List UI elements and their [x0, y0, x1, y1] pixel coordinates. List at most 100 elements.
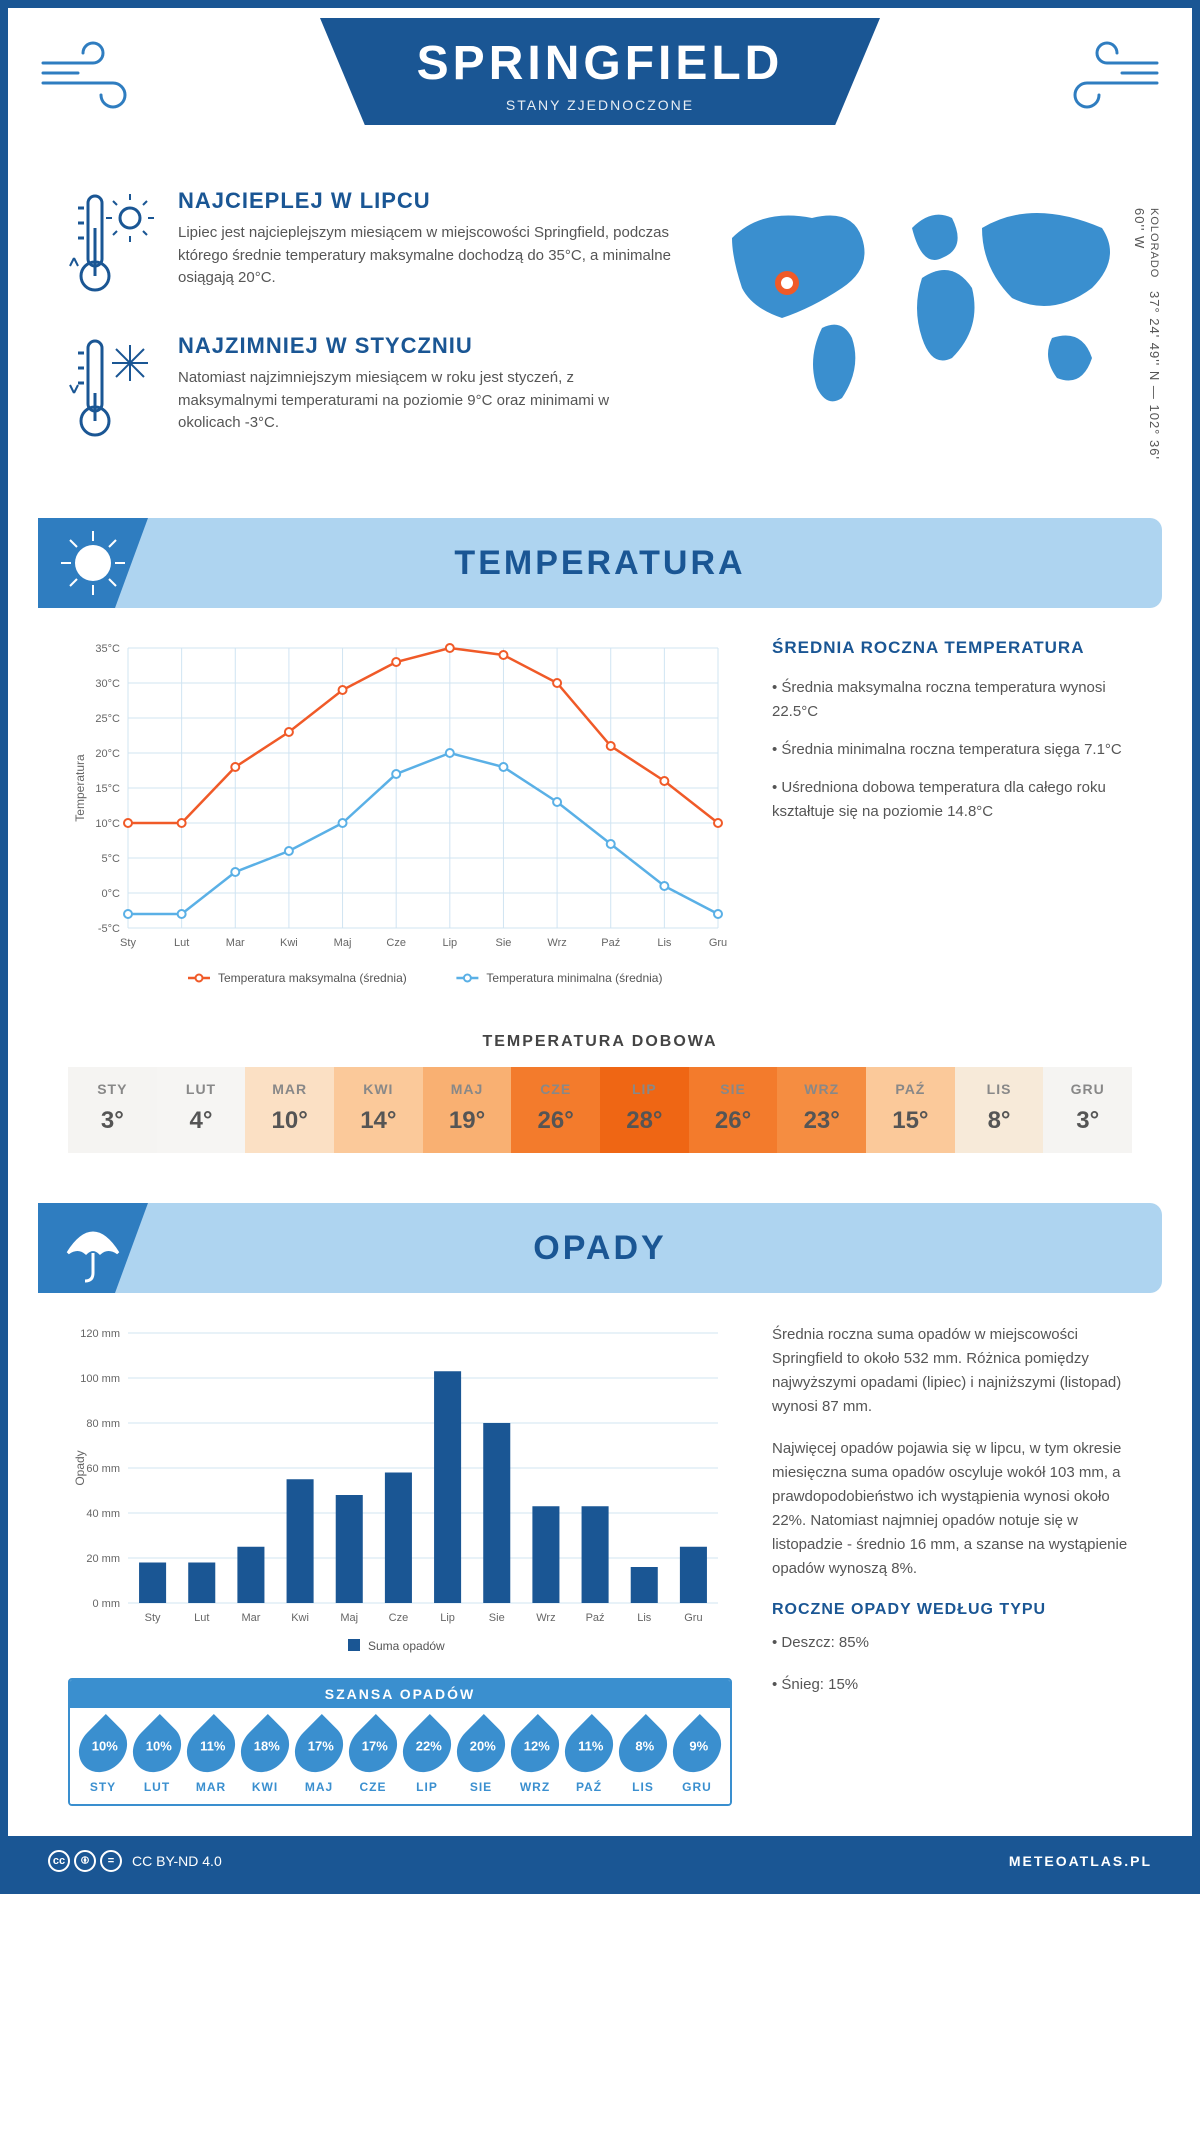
daily-temp-strip: STY3°LUT4°MAR10°KWI14°MAJ19°CZE26°LIP28°… — [68, 1067, 1132, 1153]
temp-value: 23° — [777, 1107, 866, 1135]
rain-chance-cell: 17%MAJ — [292, 1722, 346, 1794]
precip-text-2: Najwięcej opadów pojawia się w lipcu, w … — [772, 1437, 1132, 1581]
svg-text:120 mm: 120 mm — [80, 1328, 120, 1340]
svg-text:60 mm: 60 mm — [86, 1463, 120, 1475]
svg-text:Paź: Paź — [601, 937, 620, 949]
svg-text:Lut: Lut — [194, 1612, 209, 1624]
svg-text:Lis: Lis — [637, 1612, 652, 1624]
temperature-line-chart: -5°C0°C5°C10°C15°C20°C25°C30°C35°CStyLut… — [68, 638, 732, 1003]
svg-text:20 mm: 20 mm — [86, 1553, 120, 1565]
temperature-section-title: TEMPERATURA — [454, 544, 745, 583]
svg-text:Maj: Maj — [340, 1612, 358, 1624]
wind-icon — [1052, 38, 1162, 123]
raindrop-icon: 11% — [555, 1714, 623, 1782]
month-label: LUT — [157, 1081, 246, 1097]
temperature-banner: TEMPERATURA — [38, 518, 1162, 608]
svg-text:Cze: Cze — [389, 1612, 409, 1624]
svg-text:Temperatura minimalna (średnia: Temperatura minimalna (średnia) — [486, 971, 662, 985]
svg-text:Lut: Lut — [174, 937, 189, 949]
month-label: KWI — [238, 1780, 292, 1794]
rain-chance-cell: 18%KWI — [238, 1722, 292, 1794]
thermometer-sun-icon — [68, 188, 158, 303]
rain-chance-cell: 11%PAŹ — [562, 1722, 616, 1794]
precipitation-bar-chart: 0 mm20 mm40 mm60 mm80 mm100 mm120 mmOpad… — [68, 1323, 732, 1806]
temp-value: 26° — [511, 1107, 600, 1135]
daily-temp-cell: GRU3° — [1043, 1067, 1132, 1153]
month-label: MAR — [184, 1780, 238, 1794]
page-subtitle: STANY ZJEDNOCZONE — [320, 97, 880, 113]
daily-temp-cell: LUT 4° — [157, 1067, 246, 1153]
month-label: MAR — [245, 1081, 334, 1097]
svg-text:Gru: Gru — [684, 1612, 702, 1624]
svg-text:20°C: 20°C — [95, 748, 120, 760]
cc-icon: cc 🅯 = — [48, 1850, 122, 1872]
thermometer-snow-icon — [68, 333, 158, 448]
temp-value: 3° — [1043, 1107, 1132, 1135]
svg-text:Sty: Sty — [120, 937, 136, 949]
header: SPRINGFIELD STANY ZJEDNOCZONE — [8, 8, 1192, 168]
svg-text:Maj: Maj — [334, 937, 352, 949]
sun-icon — [38, 518, 148, 608]
temp-value: 8° — [955, 1107, 1044, 1135]
daily-temp-cell: LIS 8° — [955, 1067, 1044, 1153]
svg-text:10°C: 10°C — [95, 818, 120, 830]
svg-text:Kwi: Kwi — [291, 1612, 309, 1624]
raindrop-icon: 8% — [609, 1714, 677, 1782]
month-label: PAŹ — [562, 1780, 616, 1794]
annual-temp-bullet: • Średnia minimalna roczna temperatura s… — [772, 738, 1132, 762]
month-label: SIE — [689, 1081, 778, 1097]
hottest-block: NAJCIEPLEJ W LIPCU Lipiec jest najcieple… — [68, 188, 672, 303]
daily-temp-cell: CZE 26° — [511, 1067, 600, 1153]
annual-temp-bullet: • Średnia maksymalna roczna temperatura … — [772, 676, 1132, 724]
month-label: LIP — [400, 1780, 454, 1794]
month-label: STY — [68, 1081, 157, 1097]
month-label: STY — [76, 1780, 130, 1794]
daily-temp-cell: LIP 28° — [600, 1067, 689, 1153]
temp-value: 28° — [600, 1107, 689, 1135]
region-label: KOLORADO — [1148, 208, 1160, 278]
svg-text:Cze: Cze — [386, 937, 406, 949]
temp-value: 3° — [68, 1107, 157, 1135]
raindrop-icon: 10% — [123, 1714, 191, 1782]
month-label: WRZ — [777, 1081, 866, 1097]
precip-by-type-bullet: • Śnieg: 15% — [772, 1673, 1132, 1697]
svg-text:5°C: 5°C — [102, 853, 121, 865]
daily-temp-cell: STY 3° — [68, 1067, 157, 1153]
svg-text:Mar: Mar — [226, 937, 245, 949]
month-label: LIP — [600, 1081, 689, 1097]
month-label: KWI — [334, 1081, 423, 1097]
month-label: WRZ — [508, 1780, 562, 1794]
svg-text:Temperatura: Temperatura — [73, 754, 87, 822]
daily-temp-cell: MAR10° — [245, 1067, 334, 1153]
raindrop-icon: 18% — [231, 1714, 299, 1782]
svg-text:100 mm: 100 mm — [80, 1373, 120, 1385]
rain-chance-cell: 9%GRU — [670, 1722, 724, 1794]
annual-temp-bullet: • Uśredniona dobowa temperatura dla całe… — [772, 776, 1132, 824]
daily-temp-title: TEMPERATURA DOBOWA — [68, 1033, 1132, 1051]
daily-temp-cell: WRZ 23° — [777, 1067, 866, 1153]
license-label: CC BY-ND 4.0 — [132, 1853, 222, 1869]
month-label: CZE — [511, 1081, 600, 1097]
rain-chance-drops: 10%STY10%LUT11%MAR18%KWI17%MAJ17%CZE22%L… — [70, 1708, 730, 1804]
coldest-block: NAJZIMNIEJ W STYCZNIU Natomiast najzimni… — [68, 333, 672, 448]
raindrop-icon: 9% — [663, 1714, 731, 1782]
svg-text:Gru: Gru — [709, 937, 727, 949]
svg-text:Sty: Sty — [145, 1612, 161, 1624]
svg-text:Temperatura maksymalna (średni: Temperatura maksymalna (średnia) — [218, 971, 407, 985]
rain-chance-cell: 11%MAR — [184, 1722, 238, 1794]
month-label: MAJ — [292, 1780, 346, 1794]
svg-text:0°C: 0°C — [102, 888, 121, 900]
svg-text:Wrz: Wrz — [536, 1612, 555, 1624]
intro-section: NAJCIEPLEJ W LIPCU Lipiec jest najcieple… — [8, 168, 1192, 518]
footer: cc 🅯 = CC BY-ND 4.0 METEOATLAS.PL — [8, 1836, 1192, 1886]
wind-icon — [38, 38, 148, 123]
rain-chance-cell: 22%LIP — [400, 1722, 454, 1794]
svg-text:Kwi: Kwi — [280, 937, 298, 949]
rain-chance-cell: 12%WRZ — [508, 1722, 562, 1794]
header-banner: SPRINGFIELD STANY ZJEDNOCZONE — [320, 18, 880, 125]
lat-label: 37° 24' 49'' N — [1147, 291, 1162, 381]
temp-value: 4° — [157, 1107, 246, 1135]
month-label: LIS — [955, 1081, 1044, 1097]
month-label: SIE — [454, 1780, 508, 1794]
month-label: GRU — [670, 1780, 724, 1794]
